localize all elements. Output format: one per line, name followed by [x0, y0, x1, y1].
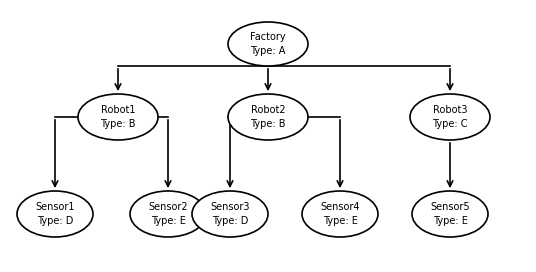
Ellipse shape [130, 191, 206, 237]
Text: Sensor5
Type: E: Sensor5 Type: E [430, 202, 470, 226]
Ellipse shape [228, 94, 308, 140]
Ellipse shape [302, 191, 378, 237]
Text: Robot3
Type: C: Robot3 Type: C [432, 105, 468, 129]
Text: Sensor4
Type: E: Sensor4 Type: E [320, 202, 360, 226]
Text: Sensor2
Type: E: Sensor2 Type: E [148, 202, 188, 226]
Text: Robot2
Type: B: Robot2 Type: B [250, 105, 286, 129]
Ellipse shape [78, 94, 158, 140]
Text: Factory
Type: A: Factory Type: A [250, 32, 286, 56]
Text: Sensor1
Type: D: Sensor1 Type: D [35, 202, 75, 226]
Ellipse shape [192, 191, 268, 237]
Ellipse shape [228, 22, 308, 66]
Ellipse shape [412, 191, 488, 237]
Ellipse shape [17, 191, 93, 237]
Ellipse shape [410, 94, 490, 140]
Text: Robot1
Type: B: Robot1 Type: B [100, 105, 136, 129]
Text: Sensor3
Type: D: Sensor3 Type: D [210, 202, 250, 226]
